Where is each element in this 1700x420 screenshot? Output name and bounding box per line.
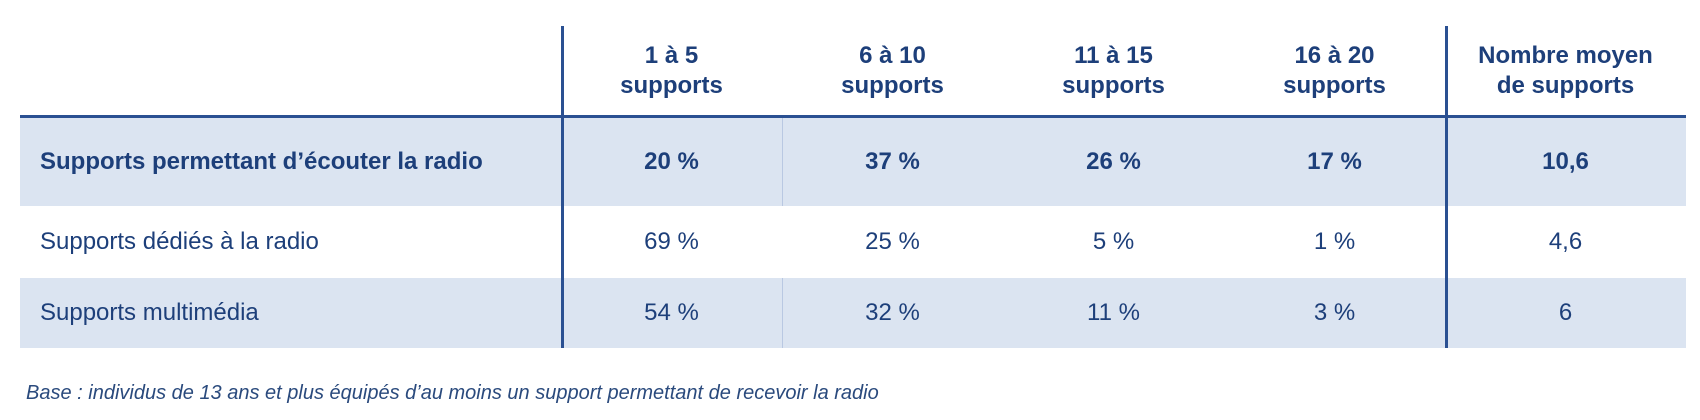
header-label-line: Nombre moyen [1478,41,1653,69]
header-label-line: supports [841,71,944,99]
cell-separator [782,118,783,206]
data-table: 1 à 5 supports 6 à 10 supports 11 à 15 supp… [20,26,1686,348]
header-label-line: supports [620,71,723,99]
table-cell: 20 % [644,148,699,175]
table-cell: 32 % [865,299,920,326]
row-label: Supports dédiés à la radio [40,228,319,255]
footnote: Base : individus de 13 ans et plus équip… [26,382,879,404]
table-cell: 54 % [644,299,699,326]
cell-separator [782,278,783,348]
table-cell: 25 % [865,228,920,255]
header-label-line: de supports [1496,71,1635,99]
header-label-line: supports [1062,71,1165,99]
column-divider [561,26,564,348]
header-label-line: 1 à 5 [644,41,699,69]
header-cell: 11 à 15 supports [1003,41,1224,101]
header-cell: 1 à 5 supports [561,41,782,101]
header-label-line: supports [1283,71,1386,99]
table-body: Supports permettant d’écouter la radio 20… [20,118,1686,348]
table-header-row: 1 à 5 supports 6 à 10 supports 11 à 15 supp… [20,26,1686,118]
table-cell: 10,6 [1542,148,1589,175]
table-cell: 26 % [1086,148,1141,175]
table-cell: 1 % [1313,228,1356,255]
table-row: Supports multimédia 54 % 32 % 11 % 3 % 6 [20,278,1686,348]
table-cell: 3 % [1313,299,1356,326]
header-label-line: 6 à 10 [859,41,926,69]
table-cell: 11 % [1087,299,1140,326]
table-cell: 17 % [1307,148,1362,175]
column-divider [1445,26,1448,348]
header-label-line: 16 à 20 [1294,41,1375,69]
row-label: Supports permettant d’écouter la radio [40,148,483,175]
table-row: Supports permettant d’écouter la radio 20… [20,118,1686,206]
header-cell: 16 à 20 supports [1224,41,1445,101]
table-cell: 5 % [1092,228,1135,255]
table-cell: 69 % [644,228,699,255]
table-cell: 4,6 [1548,228,1583,255]
table-row: Supports dédiés à la radio 69 % 25 % 5 % 1 %… [20,206,1686,278]
header-cell: Nombre moyen de supports [1445,41,1686,101]
row-label: Supports multimédia [40,299,259,326]
table-cell: 37 % [865,148,920,175]
header-cell: 6 à 10 supports [782,41,1003,101]
header-label-line: 11 à 15 [1074,41,1153,69]
table-cell: 6 [1558,299,1573,326]
